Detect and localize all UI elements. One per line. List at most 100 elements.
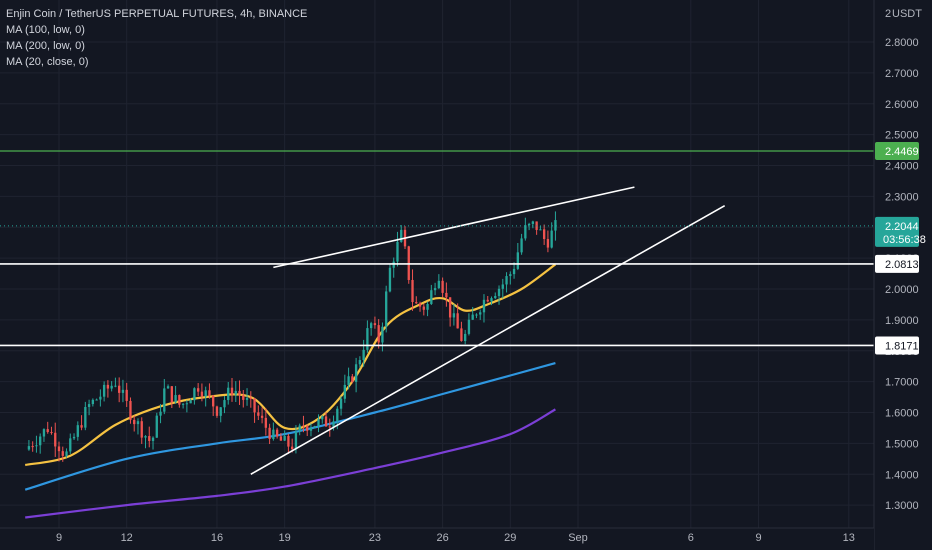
candle-body (42, 429, 46, 437)
candle (512, 262, 516, 279)
candle-body (110, 385, 113, 389)
candle-body (57, 446, 61, 452)
candle (418, 301, 422, 312)
candle (219, 406, 222, 423)
time-tick-label: Sep (568, 532, 588, 544)
candle-body (102, 384, 106, 397)
candle-body (170, 386, 173, 403)
candle-body (196, 388, 200, 392)
candle (242, 390, 245, 408)
candle-body (204, 390, 207, 397)
candle-body (509, 274, 512, 277)
candle (31, 441, 34, 452)
candle-body (76, 425, 79, 437)
price-axis: 1.30001.40001.50001.60001.70001.80001.90… (873, 0, 932, 550)
candle-body (294, 431, 298, 450)
candle-body (347, 376, 350, 385)
price-tick-label: 1.6000 (885, 408, 919, 420)
candle (550, 222, 553, 249)
candle-body (437, 280, 441, 289)
candle-body (354, 364, 358, 382)
level-tag-1 (875, 254, 919, 273)
candle-body (475, 314, 478, 316)
candle (84, 401, 87, 431)
candle (358, 356, 362, 368)
chart-legend: Enjin Coin / TetherUS PERPETUAL FUTURES,… (6, 6, 307, 70)
candle-body (448, 297, 452, 318)
price-axis-bg (874, 0, 932, 550)
candle-body (80, 425, 83, 428)
candle (464, 329, 467, 345)
candle-body (238, 390, 241, 396)
candle (426, 301, 429, 317)
candle-body (373, 323, 377, 326)
candle (80, 415, 83, 431)
candle-body (268, 427, 271, 439)
candle-body (430, 290, 433, 304)
candle-body (400, 229, 403, 242)
candle-body (516, 252, 519, 269)
candle (129, 397, 132, 424)
candle (87, 399, 91, 416)
candle (42, 428, 46, 442)
candle-body (411, 279, 414, 303)
candle (445, 282, 448, 307)
candle-body (272, 429, 275, 439)
candle-body (223, 400, 226, 408)
time-tick-label: 19 (279, 532, 291, 544)
candle-body (242, 395, 245, 400)
candle (437, 274, 441, 290)
candle-body (324, 416, 328, 427)
price-tick-label: 1.5000 (885, 438, 919, 450)
candle-body (494, 296, 497, 299)
candle (324, 412, 328, 427)
candle-body (546, 239, 550, 248)
candle (287, 433, 290, 454)
candle-body (87, 404, 91, 407)
candle (328, 418, 331, 437)
level-tag-label-1: 2.0813 (885, 259, 919, 271)
candle-body (39, 436, 42, 446)
time-axis: 9 12 16 19 23 26 29 Sep 6 9 13 (0, 527, 874, 550)
candle (317, 414, 320, 433)
candle-body (313, 426, 316, 428)
candle-body (524, 225, 527, 239)
candle-body (253, 398, 256, 413)
price-top-label: 2 (885, 8, 891, 20)
candle (396, 231, 399, 267)
candle (554, 211, 557, 241)
candle-body (69, 438, 72, 452)
time-tick-label: 6 (688, 532, 694, 544)
candle (433, 282, 437, 296)
candle-body (385, 291, 388, 327)
candle-body (65, 451, 68, 456)
candle-body (279, 436, 283, 441)
candle-body (497, 288, 501, 297)
candle-body (422, 306, 425, 310)
candle (148, 426, 151, 448)
candle (151, 436, 155, 450)
candle (366, 320, 369, 353)
candle (95, 398, 98, 401)
candle-body (369, 323, 373, 329)
candle-body (27, 446, 31, 450)
last-price-tag (875, 216, 919, 247)
level-tag-label-0: 2.4469 (885, 146, 919, 158)
candle (539, 225, 542, 231)
candle (35, 435, 38, 453)
candle (121, 379, 125, 403)
candle (339, 396, 343, 416)
candle (516, 242, 519, 271)
candle-body (215, 406, 219, 416)
candle (497, 285, 501, 305)
time-tick-label: 16 (211, 532, 223, 544)
candle (163, 379, 166, 415)
candle (343, 374, 346, 403)
time-tick-label: 12 (121, 532, 133, 544)
candle (174, 385, 177, 404)
candle-body (118, 385, 121, 393)
candle (400, 225, 403, 243)
candle-body (144, 436, 147, 438)
candle-body (249, 398, 252, 400)
